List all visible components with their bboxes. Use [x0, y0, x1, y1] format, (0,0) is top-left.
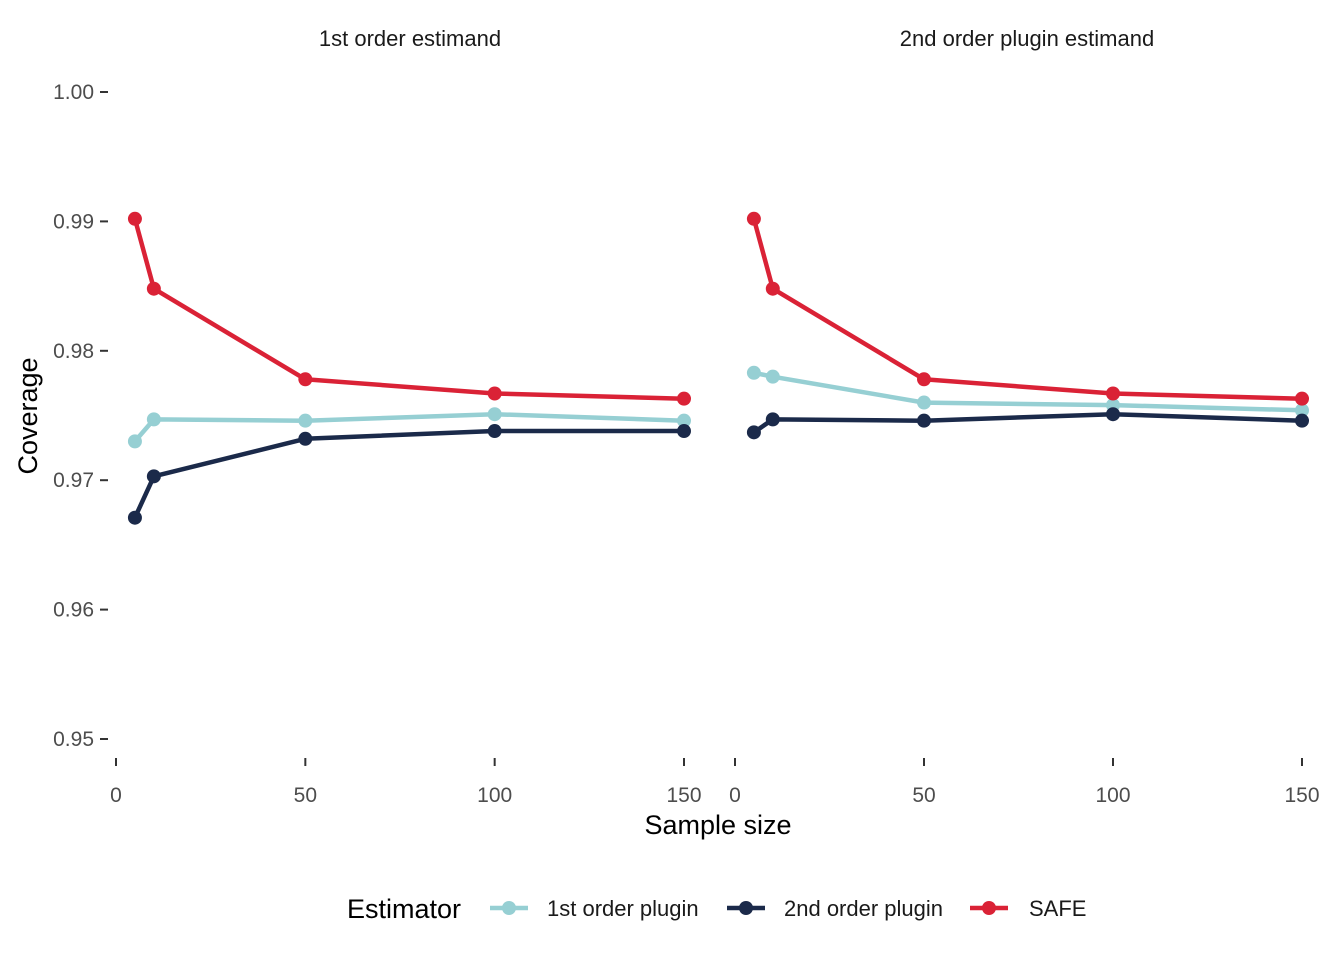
- data-point: [127, 211, 142, 226]
- data-point: [127, 434, 142, 449]
- series-line: [132, 428, 687, 520]
- series-line: [751, 216, 1305, 401]
- y-axis-title: Coverage: [13, 357, 43, 474]
- y-tick-label: 0.95: [53, 728, 94, 751]
- series-2nd-order-plugin: [127, 424, 691, 525]
- x-tick-label: 100: [477, 784, 512, 807]
- series-2nd-order-plugin: [746, 407, 1309, 440]
- x-tick-label: 0: [110, 784, 122, 807]
- legend-key-point: [502, 901, 516, 915]
- series-1st-order-plugin: [127, 407, 691, 449]
- series-line: [751, 370, 1305, 413]
- series-safe: [127, 211, 691, 406]
- y-tick-label: 0.99: [53, 210, 94, 233]
- x-tick-label: 150: [1284, 784, 1319, 807]
- legend-label: 2nd order plugin: [784, 896, 943, 921]
- data-point: [746, 425, 761, 440]
- data-point: [917, 395, 931, 410]
- data-point: [298, 372, 313, 387]
- data-point: [765, 412, 780, 427]
- legend-key-point: [739, 901, 753, 915]
- y-axis: 0.95 0.96 0.97 0.98 0.99 1.00: [53, 81, 108, 751]
- data-point: [1295, 403, 1309, 418]
- y-tick-label: 0.98: [53, 340, 94, 363]
- data-point: [146, 281, 161, 296]
- y-tick-label: 0.96: [53, 599, 94, 622]
- series-1st-order-plugin: [746, 365, 1309, 418]
- data-point: [746, 211, 761, 226]
- data-point: [1295, 391, 1309, 406]
- data-point: [917, 372, 931, 387]
- data-point: [487, 407, 502, 422]
- data-point: [1106, 407, 1120, 422]
- facet-strip-title: 2nd order plugin estimand: [900, 26, 1154, 51]
- data-point: [765, 281, 780, 296]
- data-point: [298, 431, 313, 446]
- facet-panel: 2nd order plugin estimand 0 50 100 150: [729, 26, 1319, 807]
- series-safe: [746, 211, 1309, 406]
- legend-item: SAFE: [970, 896, 1086, 921]
- data-point: [677, 424, 691, 439]
- data-point: [146, 469, 161, 484]
- x-tick-label: 0: [729, 784, 741, 807]
- x-axis-title: Sample size: [644, 810, 791, 840]
- data-point: [298, 413, 313, 428]
- data-point: [487, 386, 502, 401]
- x-tick-label: 50: [294, 784, 317, 807]
- legend-label: 1st order plugin: [547, 896, 699, 921]
- data-point: [746, 365, 761, 380]
- x-tick-label: 100: [1095, 784, 1130, 807]
- series-line: [132, 216, 687, 401]
- series-line: [751, 411, 1305, 435]
- data-point: [1106, 386, 1120, 401]
- y-tick-label: 1.00: [53, 81, 94, 104]
- facet-strip-title: 1st order estimand: [319, 26, 501, 51]
- x-tick-label: 50: [912, 784, 935, 807]
- legend-item: 2nd order plugin: [727, 896, 943, 921]
- y-tick-label: 0.97: [53, 469, 94, 492]
- data-point: [146, 412, 161, 427]
- data-point: [765, 369, 780, 384]
- x-tick-label: 150: [666, 784, 701, 807]
- legend-label: SAFE: [1029, 896, 1086, 921]
- series-line: [132, 411, 687, 444]
- legend-item: 1st order plugin: [490, 896, 699, 921]
- data-point: [677, 391, 691, 406]
- data-point: [917, 413, 931, 428]
- legend: Estimator 1st order plugin 2nd order plugi…: [347, 894, 1086, 924]
- data-point: [487, 424, 502, 439]
- facet-panel: 1st order estimand 0 50 100 150: [110, 26, 701, 807]
- legend-title: Estimator: [347, 894, 461, 924]
- legend-key-point: [982, 901, 996, 915]
- data-point: [127, 510, 142, 525]
- data-point: [1295, 413, 1309, 428]
- data-point: [677, 413, 691, 428]
